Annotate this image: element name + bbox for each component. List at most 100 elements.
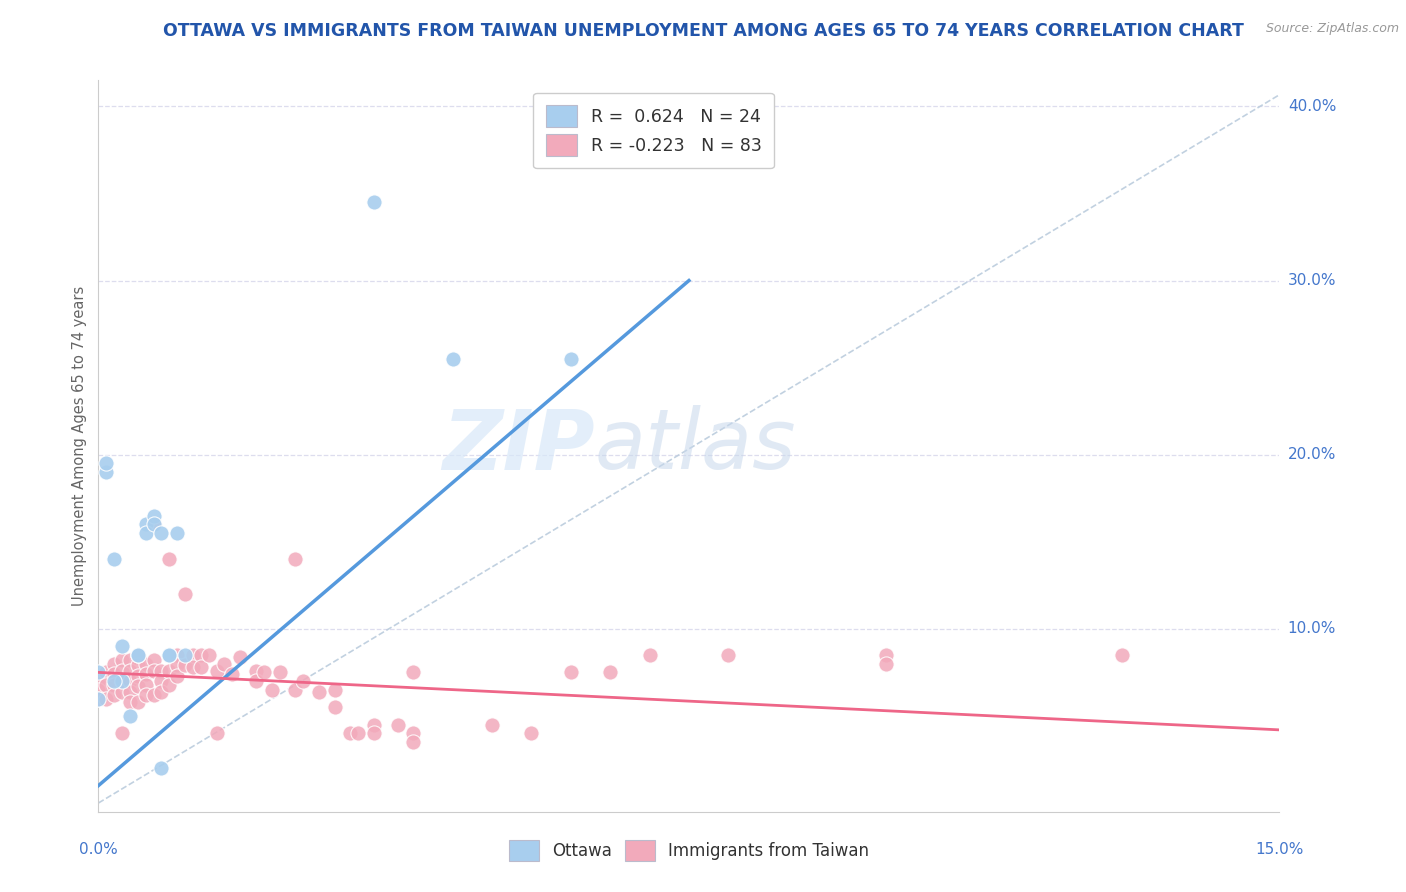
Point <box>190 660 212 674</box>
Text: 20.0%: 20.0% <box>1288 447 1336 462</box>
Point <box>150 674 173 689</box>
Point <box>245 664 267 678</box>
Point <box>253 665 276 680</box>
Point <box>323 700 346 714</box>
Point <box>181 648 204 662</box>
Text: 40.0%: 40.0% <box>1288 99 1336 114</box>
Point <box>387 717 409 731</box>
Point <box>96 457 118 471</box>
Point <box>142 664 165 678</box>
Text: 0.0%: 0.0% <box>79 842 118 857</box>
Point <box>142 517 165 532</box>
Point <box>87 682 110 697</box>
Point <box>347 726 370 740</box>
Point <box>197 648 219 662</box>
Point <box>157 648 180 662</box>
Point <box>127 695 149 709</box>
Point <box>363 726 385 740</box>
Point <box>560 351 582 366</box>
Point <box>127 648 149 662</box>
Point <box>157 664 180 678</box>
Point <box>150 526 173 541</box>
Point <box>157 552 180 566</box>
Point <box>135 677 157 691</box>
Point <box>150 761 173 775</box>
Point <box>1111 648 1133 662</box>
Point <box>118 674 141 689</box>
Point <box>118 664 141 678</box>
Point <box>402 726 425 740</box>
Point <box>135 657 157 671</box>
Point <box>96 691 118 706</box>
Point <box>87 691 110 706</box>
Point <box>127 669 149 683</box>
Point <box>190 648 212 662</box>
Point <box>118 653 141 667</box>
Text: ZIP: ZIP <box>441 406 595 486</box>
Point <box>323 682 346 697</box>
Point <box>214 657 236 671</box>
Point <box>717 648 740 662</box>
Point <box>103 667 125 681</box>
Point <box>481 717 503 731</box>
Point <box>205 726 228 740</box>
Point <box>142 508 165 523</box>
Point <box>174 658 197 673</box>
Point <box>127 658 149 673</box>
Legend: Ottawa, Immigrants from Taiwan: Ottawa, Immigrants from Taiwan <box>496 828 882 873</box>
Point <box>111 684 134 698</box>
Point <box>135 667 157 681</box>
Point <box>142 653 165 667</box>
Point <box>111 674 134 689</box>
Point <box>96 677 118 691</box>
Text: 30.0%: 30.0% <box>1288 273 1336 288</box>
Point <box>103 674 125 689</box>
Point <box>135 526 157 541</box>
Point <box>150 684 173 698</box>
Text: OTTAWA VS IMMIGRANTS FROM TAIWAN UNEMPLOYMENT AMONG AGES 65 TO 74 YEARS CORRELAT: OTTAWA VS IMMIGRANTS FROM TAIWAN UNEMPLO… <box>163 22 1243 40</box>
Point <box>269 665 291 680</box>
Point <box>284 552 307 566</box>
Point <box>118 695 141 709</box>
Point <box>599 665 621 680</box>
Point <box>292 674 315 689</box>
Point <box>111 726 134 740</box>
Point <box>221 667 243 681</box>
Point <box>118 684 141 698</box>
Point <box>174 648 197 662</box>
Point <box>142 688 165 702</box>
Point <box>135 517 157 532</box>
Point <box>260 682 283 697</box>
Point <box>157 677 180 691</box>
Point <box>402 665 425 680</box>
Point <box>103 657 125 671</box>
Point <box>205 664 228 678</box>
Point <box>87 691 110 706</box>
Point <box>308 684 330 698</box>
Point <box>174 587 197 601</box>
Point <box>560 665 582 680</box>
Point <box>111 640 134 654</box>
Point <box>339 726 361 740</box>
Point <box>150 664 173 678</box>
Point <box>87 665 110 680</box>
Text: Source: ZipAtlas.com: Source: ZipAtlas.com <box>1265 22 1399 36</box>
Point <box>135 688 157 702</box>
Point <box>87 674 110 689</box>
Point <box>245 674 267 689</box>
Point <box>111 653 134 667</box>
Point <box>181 660 204 674</box>
Point <box>363 195 385 210</box>
Point <box>875 657 897 671</box>
Point <box>284 682 307 697</box>
Point <box>96 465 118 479</box>
Text: 15.0%: 15.0% <box>1256 842 1303 857</box>
Point <box>103 688 125 702</box>
Point <box>111 674 134 689</box>
Point <box>103 552 125 566</box>
Point <box>127 648 149 662</box>
Point <box>127 648 149 662</box>
Point <box>638 648 661 662</box>
Point <box>441 351 464 366</box>
Point <box>229 649 252 664</box>
